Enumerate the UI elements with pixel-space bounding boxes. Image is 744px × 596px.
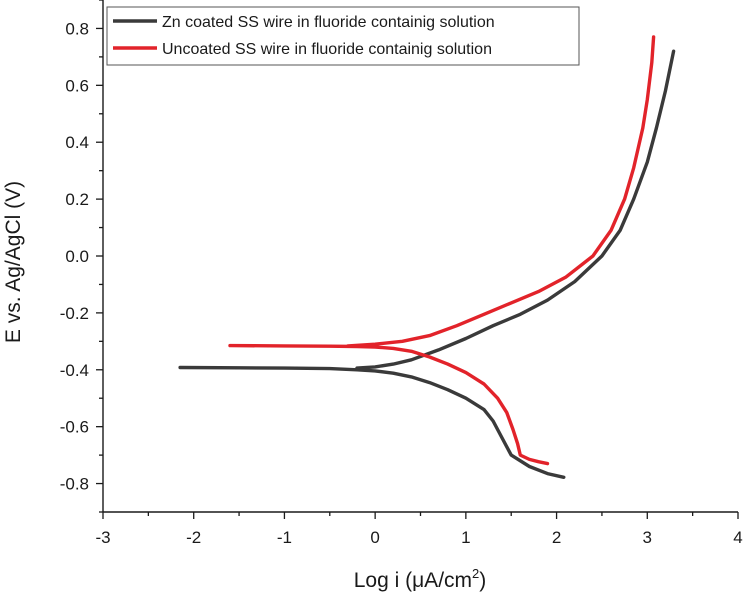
y-tick-label-8: 0.8: [65, 19, 89, 38]
legend-label-uncoated: Uncoated SS wire in fluoride containig s…: [162, 41, 492, 58]
series-0-cathodic-line: [178, 365, 566, 479]
y-tick-label-0: -0.8: [60, 475, 89, 494]
x-tick-label-4: 1: [461, 528, 470, 547]
x-tick-label-6: 3: [643, 528, 652, 547]
x-tick-label-7: 4: [733, 528, 742, 547]
x-tick-label-2: -1: [277, 528, 292, 547]
legend: Zn coated SS wire in fluoride containig …: [106, 6, 580, 66]
y-tick-label-2: -0.4: [60, 361, 89, 380]
y-tick-label-1: -0.6: [60, 418, 89, 437]
y-tick-label-5: 0.2: [65, 190, 89, 209]
y-tick-label-6: 0.4: [65, 133, 89, 152]
series-0-anodic-line: [355, 49, 676, 370]
legend-box: [106, 6, 580, 66]
x-axis-title-close: ): [479, 569, 486, 592]
y-tick-label-4: 0.0: [65, 247, 89, 266]
x-tick-label-5: 2: [552, 528, 561, 547]
y-tick-label-3: -0.2: [60, 304, 89, 323]
y-axis-title: E vs. Ag/AgCl (V): [2, 181, 25, 343]
axes-layer: -3 -2 -1 0 1 2 3 4 -0.8 -0.6 -0.4 -0.2 0.0 0.2 0.4 0.6 0…: [60, 0, 743, 547]
series-layer: [178, 35, 676, 479]
x-axis-title-sup: 2: [472, 566, 479, 581]
x-tick-label-0: -3: [95, 528, 110, 547]
x-axis-title-main: Log i (μA/cm: [354, 569, 472, 592]
x-axis-title: Log i (μA/cm2): [354, 566, 487, 592]
legend-label-zn-coated: Zn coated SS wire in fluoride containig …: [162, 14, 495, 31]
series-1-anodic-line: [346, 35, 656, 348]
x-tick-label-1: -2: [186, 528, 201, 547]
x-tick-label-3: 0: [370, 528, 379, 547]
y-tick-label-7: 0.6: [65, 76, 89, 95]
